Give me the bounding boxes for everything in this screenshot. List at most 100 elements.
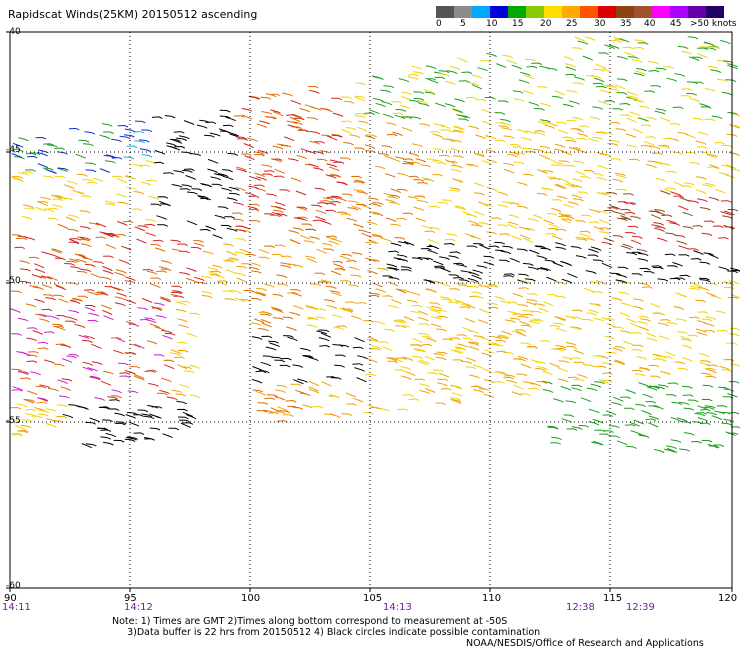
wind-barb [199,228,211,232]
wind-barb [166,145,177,150]
wind-barb [555,327,567,333]
wind-barb [619,311,630,318]
wind-barb [224,298,236,302]
wind-barb [598,100,609,106]
wind-barb [269,342,280,348]
wind-barb [718,237,729,240]
wind-barb [507,223,518,229]
wind-barb [248,185,259,190]
wind-barb [201,276,212,279]
wind-barb [386,133,398,137]
wind-barb [393,320,405,324]
wind-barb [103,232,115,237]
wind-barb [683,407,695,411]
wind-barb [700,408,711,412]
wind-barb [626,252,637,256]
wind-barb [561,261,573,267]
wind-barb [450,396,461,401]
wind-barb [276,143,288,148]
wind-barb [56,167,68,173]
wind-barb [564,164,576,168]
wind-barb [490,217,502,220]
wind-barb [565,73,577,77]
legend-swatch [454,6,472,18]
wind-barb [655,108,667,112]
wind-barb [326,235,337,238]
wind-barb [260,96,272,100]
wind-barb [30,371,41,376]
wind-barb [288,158,299,162]
wind-barb [614,345,626,350]
wind-barb [695,328,707,333]
wind-barb [448,255,460,259]
wind-barb [630,331,642,335]
wind-barb [125,414,136,419]
wind-barb [706,368,717,374]
wind-barb [542,121,553,125]
wind-barb [118,259,130,265]
wind-barb [498,125,509,129]
wind-barb [220,224,232,228]
wind-barb [666,322,678,325]
wind-barb [555,316,567,321]
legend-swatch [526,6,544,18]
wind-barb [25,303,37,308]
wind-barb [222,169,233,173]
wind-barb [133,191,145,195]
wind-barb [560,385,572,391]
wind-barb [508,214,520,219]
wind-barb [64,263,75,266]
wind-barb [303,240,315,244]
wind-barb [485,135,497,140]
wind-barb [310,283,322,287]
wind-barb [606,86,618,89]
wind-barb [143,415,155,420]
wind-barb [315,216,326,221]
wind-barb [281,255,292,258]
wind-barb [418,323,430,326]
wind-barb [521,137,532,141]
wind-barb [407,196,419,200]
wind-barb [639,105,650,110]
wind-barb [105,432,117,438]
wind-barb [484,97,496,100]
wind-barb [723,418,734,423]
wind-barb [129,343,141,348]
wind-barb [103,315,114,321]
wind-barb [523,381,534,385]
wind-barb [561,356,573,361]
wind-barb [704,118,716,122]
wind-barb [354,95,366,99]
wind-barb [699,279,711,283]
wind-barb [654,312,666,316]
wind-barb [567,272,578,279]
wind-barb [631,273,643,276]
wind-barb [145,160,156,165]
wind-barb [286,114,297,117]
wind-barb [256,287,267,291]
wind-barb [525,58,536,62]
wind-barb [381,101,393,106]
wind-barb [478,285,490,289]
wind-barb [137,225,149,229]
wind-barb [574,36,585,42]
legend-swatch [706,6,724,18]
wind-barb [487,302,498,306]
wind-barb [587,137,599,143]
wind-barb [555,344,567,349]
wind-barb [473,389,484,393]
footnote-line-1: Note: 1) Times are GMT 2)Times along bot… [112,616,508,627]
lat-label: -40 [6,27,21,37]
wind-barb [590,246,602,251]
wind-barb [516,373,528,377]
wind-barb [75,153,86,159]
wind-barb [109,399,120,402]
wind-barb [620,114,632,117]
wind-barb [330,173,342,178]
wind-barb [306,324,318,329]
wind-barb [88,222,100,226]
wind-barb [646,116,657,121]
wind-barb [80,268,92,273]
wind-barb [566,119,577,123]
wind-barb [163,172,174,175]
